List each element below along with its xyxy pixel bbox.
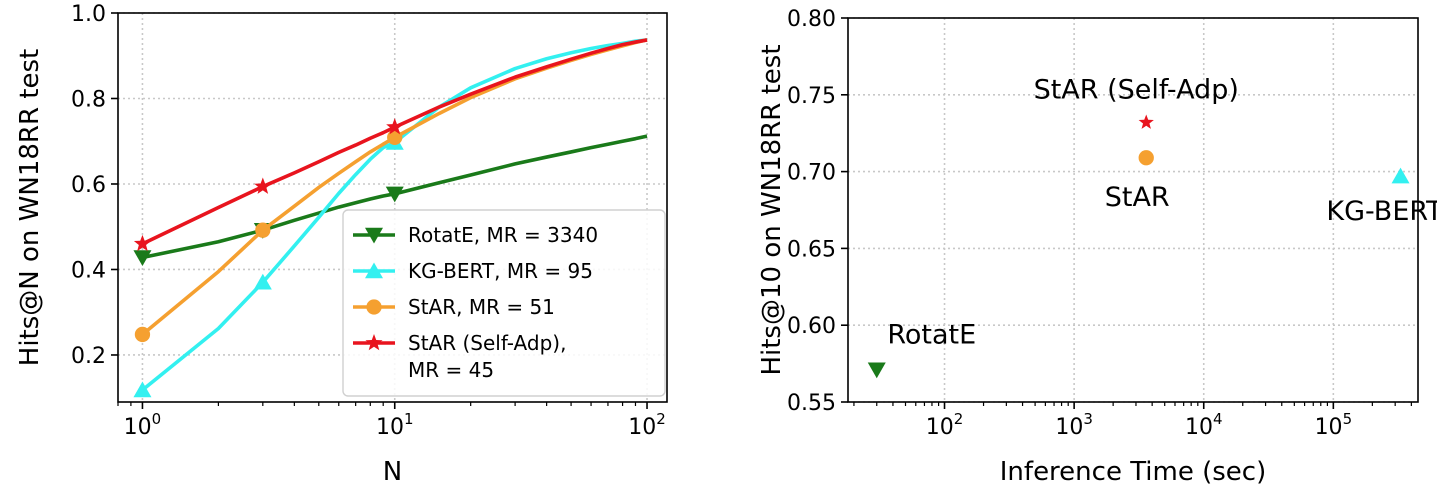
legend-swatch-marker [365, 334, 383, 351]
star-self-adp-mr-45-point [254, 177, 272, 194]
star-mr-51-point [387, 129, 403, 146]
star-annotation: StAR [1105, 182, 1170, 213]
point-star-self-adp: StAR (Self-Adp) [1034, 74, 1239, 129]
star-mr-51-point [255, 222, 271, 238]
right-y-tick-label: 0.70 [787, 161, 836, 186]
left-x-axis-label: N [383, 457, 402, 487]
series-rotate-mr-3340 [133, 134, 648, 267]
legend-label: StAR, MR = 51 [408, 295, 555, 319]
legend-swatch-marker [365, 227, 383, 244]
left-y-tick-label: 0.2 [71, 344, 106, 369]
star-marker [1138, 150, 1154, 166]
hits-at-n-line-chart: 100 101 102 0.2 0.4 0.6 0.8 1.0 N Hits@N on WN18R… [15, 2, 668, 487]
legend-item-rotate-mr-3340: RotatE, MR = 3340 [353, 223, 598, 247]
legend-item-kg-bert-mr-95: KG-BERT, MR = 95 [353, 259, 593, 283]
legend-swatch-marker [365, 262, 383, 279]
legend-label: MR = 45 [408, 358, 494, 382]
rotate-marker [867, 362, 886, 379]
right-x-tick-label: 103 [1055, 410, 1093, 440]
legend: RotatE, MR = 3340 KG-BERT, MR = 95 StAR, M… [342, 209, 666, 397]
legend-label: RotatE, MR = 3340 [408, 223, 598, 247]
left-y-tick-label: 0.4 [71, 258, 106, 283]
rotate-mr-3340-line [142, 134, 648, 260]
inference-time-scatter-chart: 102 103 104 105 0.55 0.60 0.65 0.70 0.75 0.80 Infe… [757, 7, 1437, 487]
right-y-tick-label: 0.65 [787, 237, 836, 262]
kg-bert-annotation: KG-BERT [1326, 196, 1437, 227]
star-self-adp-mr-45-point [386, 118, 404, 135]
left-y-tick-label: 0.8 [71, 87, 106, 112]
left-y-tick-label: 1.0 [71, 2, 106, 27]
right-y-axis-label: Hits@10 on WN18RR test [757, 44, 787, 375]
series-star-self-adp-mr-45 [133, 38, 648, 252]
star-self-adp-marker [1138, 114, 1154, 129]
left-plot-frame [117, 12, 668, 403]
right-x-tick-label: 104 [1185, 410, 1223, 440]
kg-bert-mr-95-point [253, 273, 272, 290]
legend-item-star-mr-51: StAR, MR = 51 [353, 295, 555, 319]
right-x-tick-label: 102 [926, 410, 964, 440]
star-self-adp-mr-45-point [133, 234, 152, 252]
star-self-adp-mr-45-line [141, 38, 648, 246]
right-x-tick-label: 105 [1315, 410, 1353, 440]
point-star: StAR [1105, 150, 1170, 213]
legend-label: KG-BERT, MR = 95 [408, 259, 593, 283]
left-x-tick-label: 101 [376, 410, 414, 440]
right-y-tick-label: 0.75 [787, 84, 836, 109]
left-x-tick-label: 100 [124, 410, 162, 440]
point-kg-bert: KG-BERT [1326, 167, 1437, 227]
right-x-axis-label: Inference Time (sec) [1000, 457, 1266, 487]
left-x-tick-label: 102 [628, 410, 666, 440]
rotate-mr-3340-point [133, 250, 152, 267]
legend-label: StAR (Self-Adp), [408, 331, 566, 355]
rotate-annotation: RotatE [887, 320, 976, 351]
right-plot-frame [847, 17, 1419, 403]
point-rotate: RotatE [867, 320, 976, 379]
legend-item-star-self-adp-mr-45: StAR (Self-Adp), MR = 45 [353, 331, 566, 382]
left-y-tick-label: 0.6 [71, 173, 106, 198]
rotate-mr-3340-point [385, 186, 404, 203]
right-y-tick-label: 0.60 [787, 314, 836, 339]
right-y-tick-label: 0.55 [787, 391, 836, 416]
kg-bert-marker [1391, 167, 1410, 184]
left-y-axis-label: Hits@N on WN18RR test [15, 49, 45, 366]
star-self-adp-annotation: StAR (Self-Adp) [1034, 74, 1239, 105]
kg-bert-mr-95-point [133, 381, 152, 398]
legend-box [342, 209, 666, 397]
star-mr-51-point [134, 326, 151, 343]
right-y-tick-label: 0.80 [787, 7, 836, 32]
legend-swatch-marker [366, 299, 382, 315]
